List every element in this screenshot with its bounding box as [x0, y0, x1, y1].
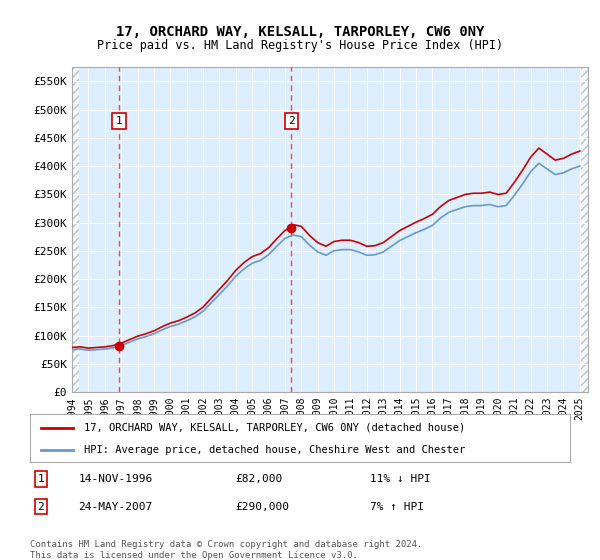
Text: £82,000: £82,000 — [235, 474, 283, 484]
Bar — [72, 67, 79, 392]
Text: 2: 2 — [288, 116, 295, 126]
Text: 2: 2 — [37, 502, 44, 512]
Text: 14-NOV-1996: 14-NOV-1996 — [79, 474, 153, 484]
Text: 11% ↓ HPI: 11% ↓ HPI — [370, 474, 431, 484]
Text: Contains HM Land Registry data © Crown copyright and database right 2024.
This d: Contains HM Land Registry data © Crown c… — [30, 540, 422, 560]
Text: £290,000: £290,000 — [235, 502, 289, 512]
Text: 17, ORCHARD WAY, KELSALL, TARPORLEY, CW6 0NY: 17, ORCHARD WAY, KELSALL, TARPORLEY, CW6… — [116, 25, 484, 39]
Text: 17, ORCHARD WAY, KELSALL, TARPORLEY, CW6 0NY (detached house): 17, ORCHARD WAY, KELSALL, TARPORLEY, CW6… — [84, 423, 465, 433]
Text: HPI: Average price, detached house, Cheshire West and Chester: HPI: Average price, detached house, Ches… — [84, 445, 465, 455]
Text: 1: 1 — [37, 474, 44, 484]
Text: 7% ↑ HPI: 7% ↑ HPI — [370, 502, 424, 512]
Text: 24-MAY-2007: 24-MAY-2007 — [79, 502, 153, 512]
Bar — [72, 67, 80, 392]
Bar — [580, 67, 588, 392]
Text: 1: 1 — [116, 116, 122, 126]
Text: Price paid vs. HM Land Registry's House Price Index (HPI): Price paid vs. HM Land Registry's House … — [97, 39, 503, 52]
